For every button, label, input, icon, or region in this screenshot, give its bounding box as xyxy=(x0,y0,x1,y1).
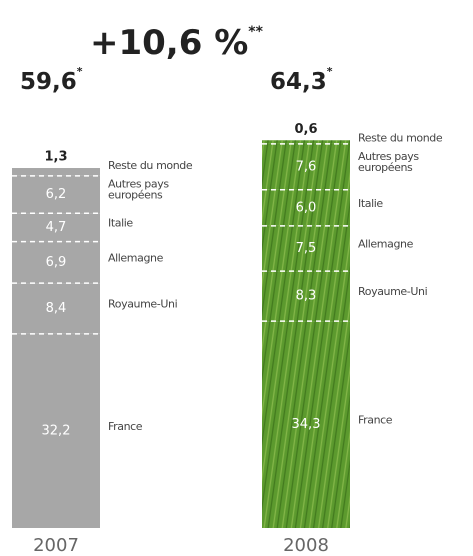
bar-segment xyxy=(12,213,100,242)
bar-segment xyxy=(12,283,100,334)
value-label: 1,3 xyxy=(44,150,67,165)
total-label: 64,3* xyxy=(270,65,333,95)
bar-segment xyxy=(12,241,100,284)
value-label: 34,3 xyxy=(292,417,321,432)
change-note: ** xyxy=(248,24,263,40)
name-line: Autres pays xyxy=(358,150,419,163)
texture xyxy=(262,140,350,144)
change-label: +10,6 %** xyxy=(90,23,264,63)
value-label: 32,2 xyxy=(42,423,71,438)
value-label: 8,3 xyxy=(296,289,317,304)
bar-segment xyxy=(12,175,100,214)
bar-segment xyxy=(12,168,100,176)
total-value: 59,6 xyxy=(20,69,77,95)
category-label: 2007 xyxy=(33,535,79,556)
series-name: France xyxy=(358,414,393,427)
value-label: 0,6 xyxy=(294,122,317,137)
bar-segment xyxy=(12,333,100,528)
texture xyxy=(262,143,350,190)
texture xyxy=(262,225,350,272)
total-note: * xyxy=(327,65,333,78)
series-name: Royaume-Uni xyxy=(358,285,428,298)
value-label: 6,0 xyxy=(296,200,317,215)
value-label: 6,2 xyxy=(46,187,67,202)
series-name: Reste du monde xyxy=(358,131,443,144)
texture xyxy=(262,321,350,528)
texture xyxy=(262,271,350,322)
series-name: Italie xyxy=(108,216,133,229)
texture xyxy=(262,189,350,226)
series-name: Allemagne xyxy=(358,238,414,251)
total-note: * xyxy=(77,65,83,78)
value-label: 7,5 xyxy=(296,241,317,256)
value-label: 4,7 xyxy=(46,220,67,235)
name-line: Autres pays xyxy=(108,178,169,191)
series-name: Autres pays européens xyxy=(108,178,169,202)
name-line: européens xyxy=(108,189,163,202)
series-name: France xyxy=(108,420,143,433)
series-name: Allemagne xyxy=(108,251,164,264)
total-label: 59,6* xyxy=(20,65,83,95)
name-line: européens xyxy=(358,161,413,174)
value-label: 6,9 xyxy=(46,255,67,270)
series-name: Royaume-Uni xyxy=(108,298,178,311)
change-value: +10,6 % xyxy=(90,23,248,63)
series-name: Italie xyxy=(358,197,383,210)
value-label: 7,6 xyxy=(296,159,317,174)
category-label: 2008 xyxy=(283,535,329,556)
series-name: Autres pays européens xyxy=(358,150,419,174)
series-name: Reste du monde xyxy=(108,159,193,172)
total-value: 64,3 xyxy=(270,69,327,95)
value-label: 8,4 xyxy=(46,301,67,316)
